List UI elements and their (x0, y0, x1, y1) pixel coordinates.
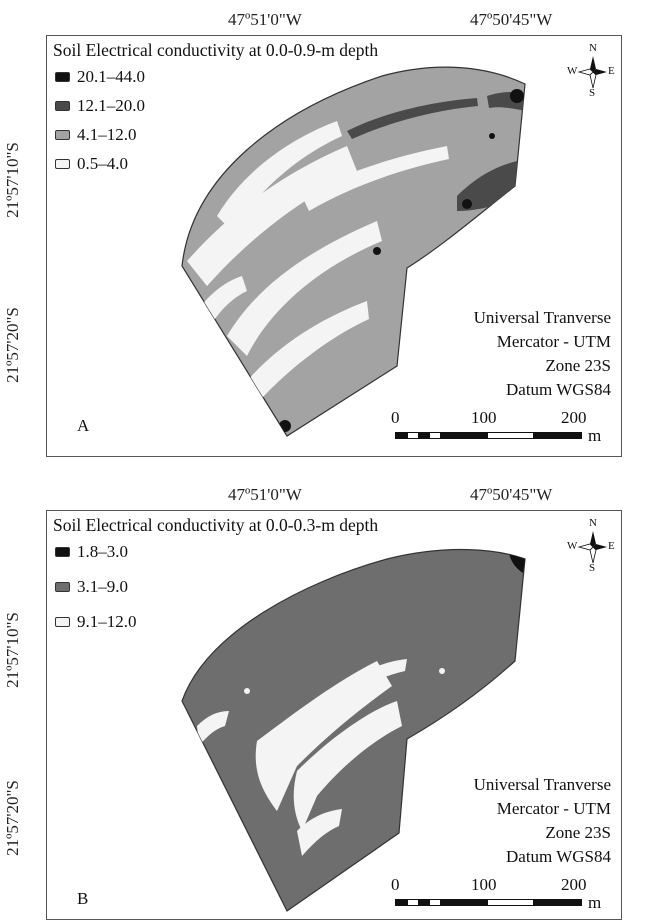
legend-a: 20.1–44.0 12.1–20.0 4.1–12.0 0.5–4.0 (55, 67, 145, 184)
zone-high-a-3 (373, 247, 381, 255)
longitude-label-right: 47º50'45"W (470, 485, 553, 504)
legend-swatch (55, 617, 70, 627)
scale-label: 200 (561, 408, 587, 427)
legend-item: 12.1–20.0 (55, 96, 145, 115)
scale-unit: m (588, 893, 602, 912)
zone-low-a-3 (227, 221, 382, 356)
projection-line: Mercator - UTM (496, 332, 611, 351)
scale-bar-b: 0 100 200 m (391, 875, 613, 915)
conductivity-map-a (181, 66, 526, 437)
scale-label: 100 (471, 408, 497, 427)
legend-item: 0.5–4.0 (55, 154, 145, 173)
zone-high-b-2 (293, 701, 402, 831)
legend-swatch (55, 547, 70, 557)
scale-bar-a: 0 100 200 m (391, 408, 613, 448)
legend-label: 3.1–9.0 (77, 577, 128, 596)
conductivity-map-b (181, 548, 526, 912)
compass-w: W (567, 65, 578, 77)
zone-low-a-6 (302, 146, 449, 211)
zone-low-a-1 (187, 146, 357, 286)
projection-line: Datum WGS84 (506, 380, 611, 399)
scale-bar-graphic (395, 432, 582, 439)
projection-line: Datum WGS84 (506, 847, 611, 866)
latitude-label-bottom: 21º57'20"S (2, 307, 22, 383)
zone-high-a-5 (489, 133, 495, 139)
panel-letter-a: A (77, 416, 90, 435)
legend-swatch (55, 72, 70, 82)
scale-label: 200 (561, 875, 587, 894)
projection-line: Mercator - UTM (496, 799, 611, 818)
compass-e: E (608, 65, 615, 77)
projection-line: Universal Tranverse (473, 775, 611, 794)
projection-line: Zone 23S (545, 356, 611, 375)
compass-w: W (567, 540, 578, 552)
zone-high-a-2 (462, 199, 472, 209)
projection-line: Universal Tranverse (473, 308, 611, 327)
legend-title-a: Soil Electrical conductivity at 0.0-0.9-… (53, 40, 379, 60)
scale-unit: m (588, 426, 602, 445)
projection-line: Zone 23S (545, 823, 611, 842)
zone-low-b-1 (509, 553, 525, 573)
zone-high-b-5 (347, 659, 407, 693)
legend-item: 4.1–12.0 (55, 125, 145, 144)
scale-bar-graphic (395, 899, 582, 906)
zone-high-b-4 (197, 711, 229, 746)
legend-item: 20.1–44.0 (55, 67, 145, 86)
legend-swatch (55, 130, 70, 140)
panel-letter-b: B (77, 889, 89, 908)
scale-label: 0 (391, 875, 400, 894)
scale-label: 0 (391, 408, 400, 427)
map-panel-b: Soil Electrical conductivity at 0.0-0.3-… (46, 510, 622, 920)
longitude-label-right: 47º50'45"W (470, 10, 553, 29)
scale-label: 100 (471, 875, 497, 894)
projection-info-a: Universal Tranverse Mercator - UTM Zone … (474, 306, 611, 402)
legend-label: 0.5–4.0 (77, 154, 128, 173)
latitude-label-top: 21º57'10"S (2, 612, 22, 688)
legend-item: 3.1–9.0 (55, 577, 137, 596)
zone-high-b-7 (439, 668, 445, 674)
legend-title-b: Soil Electrical conductivity at 0.0-0.3-… (53, 515, 379, 535)
zone-high-b-1 (255, 661, 392, 811)
longitude-label-left: 47º51'0"W (228, 485, 302, 504)
compass-n: N (589, 517, 597, 529)
zone-mid-a-2 (347, 98, 478, 139)
legend-swatch (55, 101, 70, 111)
zone-high-b-6 (244, 688, 250, 694)
zone-low-a-4 (247, 301, 369, 398)
legend-label: 9.1–12.0 (77, 612, 137, 631)
legend-item: 1.8–3.0 (55, 542, 137, 561)
zone-high-a-1 (510, 89, 524, 103)
map-panel-a: Soil Electrical conductivity at 0.0-0.9-… (46, 35, 622, 457)
legend-label: 4.1–12.0 (77, 125, 137, 144)
legend-label: 20.1–44.0 (77, 67, 145, 86)
legend-label: 1.8–3.0 (77, 542, 128, 561)
compass-s: S (589, 562, 596, 574)
legend-label: 12.1–20.0 (77, 96, 145, 115)
latitude-label-bottom: 21º57'20"S (2, 780, 22, 856)
legend-b: 1.8–3.0 3.1–9.0 9.1–12.0 (55, 542, 137, 642)
legend-item: 9.1–12.0 (55, 612, 137, 631)
compass-e: E (608, 540, 615, 552)
compass-s: S (589, 87, 596, 99)
compass-n: N (589, 42, 597, 54)
zone-high-b-3 (297, 809, 342, 856)
longitude-label-left: 47º51'0"W (228, 10, 302, 29)
latitude-label-top: 21º57'10"S (2, 142, 22, 218)
legend-swatch (55, 159, 70, 169)
zone-low-a-2 (217, 121, 342, 231)
compass-rose-icon: N S W E (567, 42, 615, 100)
legend-swatch (55, 582, 70, 592)
projection-info-b: Universal Tranverse Mercator - UTM Zone … (474, 773, 611, 869)
compass-rose-icon: N S W E (567, 517, 615, 575)
